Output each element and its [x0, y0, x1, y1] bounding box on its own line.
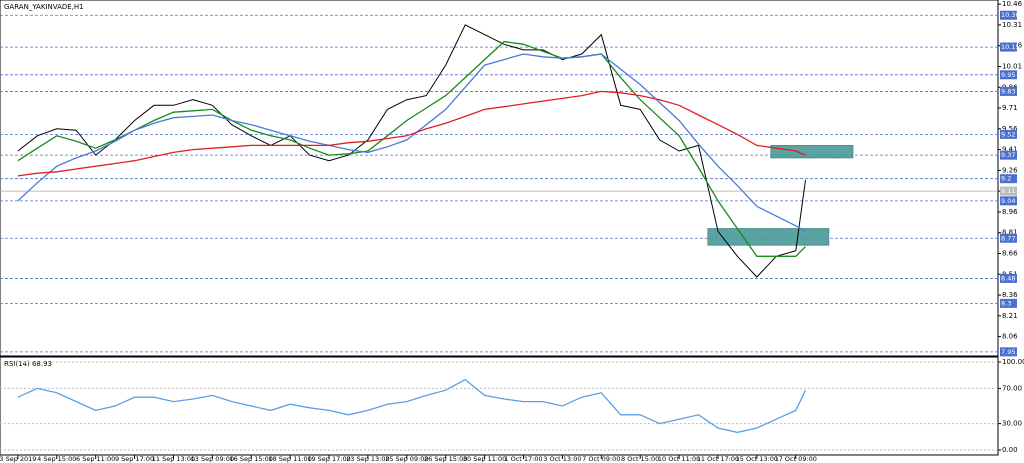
level-box	[1000, 233, 1017, 243]
y-tick-label: 10.01	[1002, 62, 1022, 70]
series-line	[17, 53, 806, 232]
level-label: 10.15	[1001, 43, 1020, 51]
x-tick-label: 16 Sep 15:00	[230, 455, 273, 463]
y-tick-label: 0.00	[1002, 446, 1018, 454]
y-tick-label: 8.96	[1002, 208, 1018, 216]
rsi-title: RSI(14) 68.93	[4, 360, 52, 368]
level-label: 9.95	[1001, 71, 1015, 79]
level-label: 9.83	[1001, 87, 1015, 95]
series-line	[17, 24, 806, 278]
level-label: 9.52	[1001, 130, 1015, 138]
level-box	[1000, 42, 1017, 52]
x-tick-label: 3 Sep 2019	[0, 455, 36, 463]
level-box	[1000, 70, 1017, 80]
y-tick-label: 8.81	[1002, 229, 1018, 237]
y-tick-label: 100.00	[1002, 358, 1024, 366]
level-box	[1000, 10, 1017, 20]
x-tick-label: 11 Oct 17:00	[697, 455, 739, 463]
x-tick-label: 18 Sep 11:00	[268, 455, 311, 463]
x-tick-label: 7 Oct 09:00	[582, 455, 620, 463]
current-box	[1000, 186, 1017, 196]
level-box	[1000, 347, 1017, 357]
y-tick-label: 9.41	[1002, 146, 1018, 154]
y-tick-label: 8.06	[1002, 333, 1018, 341]
y-tick-label: 9.56	[1002, 125, 1018, 133]
level-label: 9.37	[1001, 151, 1015, 159]
x-tick-label: 1 Oct 17:00	[504, 455, 542, 463]
rsi-panel	[0, 356, 999, 456]
x-tick-label: 4 Sep 15:00	[37, 455, 76, 463]
x-tick-label: 9 Sep 17:00	[115, 455, 154, 463]
y-tick-label: 30.00	[1002, 420, 1022, 428]
main-panel	[0, 0, 999, 357]
x-tick-label: 8 Oct 15:00	[621, 455, 659, 463]
y-tick-label: 70.00	[1002, 384, 1022, 392]
level-box	[1000, 174, 1017, 184]
y-tick-label: 8.21	[1002, 312, 1018, 320]
level-box	[1000, 86, 1017, 96]
x-tick-label: 30 Sep 11:00	[463, 455, 506, 463]
level-box	[1000, 273, 1017, 283]
current-label: 9.11	[1001, 187, 1015, 195]
x-tick-label: 23 Sep 13:00	[346, 455, 389, 463]
y-tick-label: 8.66	[1002, 249, 1018, 257]
level-label: 10.38	[1001, 11, 1020, 19]
level-label: 8.77	[1001, 234, 1015, 242]
level-box	[1000, 129, 1017, 139]
x-tick-label: 3 Oct 13:00	[543, 455, 581, 463]
x-tick-label: 11 Sep 13:00	[152, 455, 195, 463]
level-label: 8.3	[1001, 299, 1011, 307]
zone	[707, 228, 830, 246]
x-tick-label: 19 Sep 17:00	[307, 455, 350, 463]
y-tick-label: 8.36	[1002, 291, 1018, 299]
x-tick-label: 25 Sep 09:00	[385, 455, 428, 463]
series-line	[17, 378, 807, 434]
level-box	[1000, 298, 1017, 308]
level-box	[1000, 150, 1017, 160]
x-tick-label: 10 Oct 11:00	[658, 455, 700, 463]
zone	[770, 145, 854, 159]
y-tick-label: 9.26	[1002, 166, 1018, 174]
level-label: 8.48	[1001, 274, 1015, 282]
y-tick-label: 10.31	[1002, 21, 1022, 29]
chart-title: GARAN_YAKINVADE,H1	[4, 3, 84, 11]
level-box	[1000, 196, 1017, 206]
series-line	[17, 40, 806, 257]
level-label: 9.2	[1001, 175, 1011, 183]
x-tick-label: 6 Sep 11:00	[76, 455, 115, 463]
x-tick-label: 26 Sep 15:00	[424, 455, 467, 463]
x-tick-label: 13 Sep 09:00	[191, 455, 234, 463]
level-label: 7.95	[1001, 348, 1015, 356]
y-tick-label: 10.46	[1002, 0, 1023, 8]
y-tick-label: 9.71	[1002, 104, 1018, 112]
level-label: 9.04	[1001, 197, 1015, 205]
x-tick-label: 15 Oct 13:00	[736, 455, 778, 463]
x-tick-label: 17 Oct 09:00	[775, 455, 817, 463]
series-line	[17, 90, 806, 177]
